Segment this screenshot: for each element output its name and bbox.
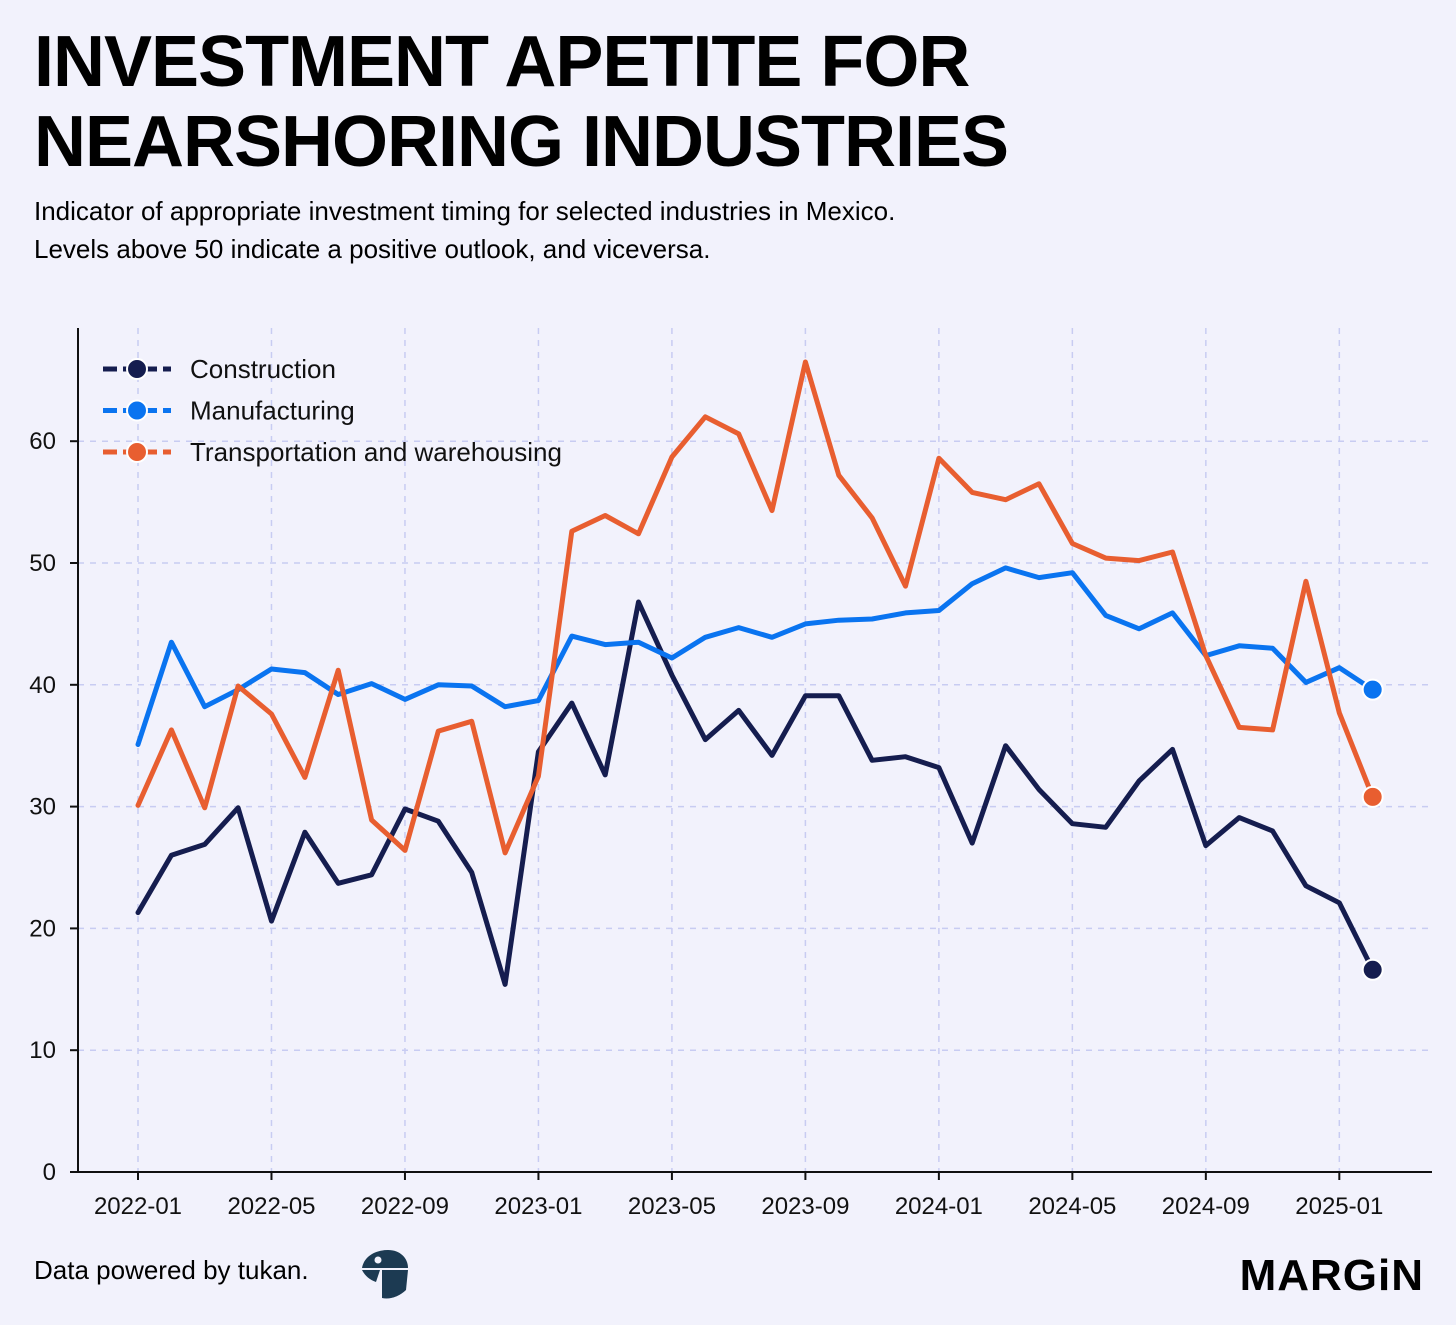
title-line-1: INVESTMENT APETITE FOR <box>34 22 970 102</box>
x-tick-label: 2023-05 <box>628 1193 716 1220</box>
legend-swatch-marker <box>126 358 148 380</box>
subtitle-line-1: Indicator of appropriate investment timi… <box>34 196 896 226</box>
tukan-logo-icon <box>362 1250 408 1299</box>
x-tick-label: 2022-05 <box>227 1193 315 1220</box>
legend-item-construction: Construction <box>103 354 336 384</box>
y-tick-label: 30 <box>29 794 56 821</box>
title-line-2: NEARSHORING INDUSTRIES <box>34 102 1009 182</box>
subtitle-line-2: Levels above 50 indicate a positive outl… <box>34 234 711 264</box>
y-tick-label: 60 <box>29 428 56 455</box>
page-title: INVESTMENT APETITE FOR NEARSHORING INDUS… <box>34 22 1234 182</box>
data-source-note: Data powered by tukan. <box>34 1255 309 1285</box>
x-tick-label: 2022-01 <box>94 1193 182 1220</box>
x-tick-label: 2023-09 <box>761 1193 849 1220</box>
legend-label: Construction <box>190 354 336 384</box>
margin-logo: MARGiN <box>1239 1251 1424 1300</box>
legend-item-transportation-and-warehousing: Transportation and warehousing <box>103 437 562 467</box>
grid-lines: 0 10 20 30 40 50 60 2022-01 2022-05 2022-09 2023-0… <box>29 328 1432 1220</box>
series-line-construction <box>135 599 1376 987</box>
series-line-transportation-and-warehousing <box>135 359 1376 856</box>
y-tick-label: 10 <box>29 1037 56 1064</box>
series-end-marker-construction <box>1361 958 1384 981</box>
series-transportation-and-warehousing <box>135 359 1384 856</box>
x-tick-label: 2024-05 <box>1028 1193 1116 1220</box>
x-tick-label: 2023-01 <box>494 1193 582 1220</box>
chart-subtitle: Indicator of appropriate investment timi… <box>34 192 1234 268</box>
x-tick-label: 2025-01 <box>1295 1193 1383 1220</box>
legend-label: Manufacturing <box>190 396 355 426</box>
x-tick-label: 2024-09 <box>1162 1193 1250 1220</box>
series-construction <box>135 599 1384 987</box>
legend-swatch-marker <box>126 399 148 422</box>
chart-legend: Construction Manufacturing Transportation … <box>103 354 562 467</box>
series-end-marker-transportation-and-warehousing <box>1361 785 1384 808</box>
series-end-marker-manufacturing <box>1361 678 1384 701</box>
y-tick-label: 0 <box>43 1159 56 1186</box>
y-tick-label: 50 <box>29 550 56 577</box>
y-tick-label: 40 <box>29 672 56 699</box>
legend-item-manufacturing: Manufacturing <box>103 396 355 426</box>
x-tick-label: 2022-09 <box>361 1193 449 1220</box>
x-tick-label: 2024-01 <box>895 1193 983 1220</box>
y-tick-label: 20 <box>29 915 56 942</box>
legend-label: Transportation and warehousing <box>190 437 562 467</box>
legend-swatch-marker <box>126 441 148 463</box>
